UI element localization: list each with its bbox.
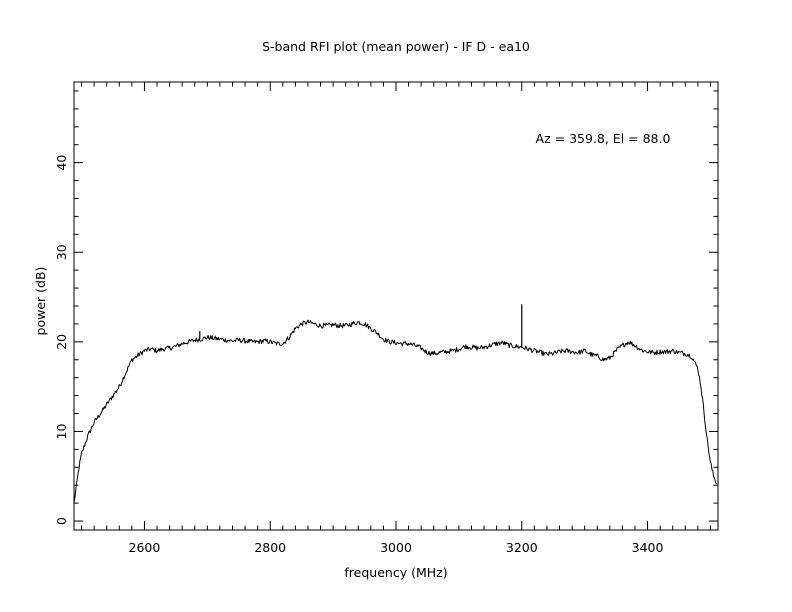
x-tick-label: 3000 <box>380 540 412 555</box>
x-tick-label: 2800 <box>254 540 286 555</box>
azimuth-elevation-annotation: Az = 359.8, El = 88.0 <box>536 131 671 146</box>
y-tick-label: 20 <box>54 334 69 350</box>
x-tick-label: 3200 <box>506 540 538 555</box>
y-axis-label: power (dB) <box>33 267 48 336</box>
power-spectrum-line <box>73 319 717 503</box>
y-tick-label: 10 <box>54 423 69 439</box>
chart-title: S-band RFI plot (mean power) - IF D - ea… <box>262 39 530 54</box>
y-tick-label: 0 <box>54 517 69 525</box>
x-axis-label: frequency (MHz) <box>344 565 447 580</box>
x-tick-label: 3400 <box>632 540 664 555</box>
y-tick-label: 30 <box>54 244 69 260</box>
plot-border <box>73 81 719 531</box>
y-tick-labels: 0 10 20 30 40 <box>54 155 69 525</box>
x-tick-label: 2600 <box>129 540 161 555</box>
plot-frame <box>73 81 719 531</box>
y-tick-label: 40 <box>54 155 69 171</box>
axis-ticks <box>74 82 718 530</box>
x-tick-labels: 2600 2800 3000 3200 3400 <box>129 540 664 555</box>
data-layer <box>73 304 717 503</box>
